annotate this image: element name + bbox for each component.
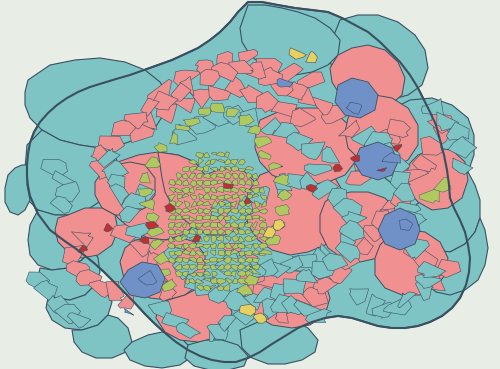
Polygon shape	[448, 136, 477, 158]
Polygon shape	[203, 173, 211, 179]
Polygon shape	[246, 172, 252, 179]
Polygon shape	[124, 308, 134, 315]
Polygon shape	[212, 152, 218, 155]
Polygon shape	[174, 250, 182, 256]
Polygon shape	[182, 173, 188, 179]
Polygon shape	[252, 173, 258, 179]
Polygon shape	[218, 208, 226, 214]
Polygon shape	[55, 208, 118, 258]
Polygon shape	[446, 122, 469, 140]
Polygon shape	[164, 204, 175, 212]
Polygon shape	[182, 271, 188, 277]
Polygon shape	[320, 192, 400, 262]
Polygon shape	[259, 243, 268, 249]
Polygon shape	[196, 258, 203, 263]
Polygon shape	[196, 243, 203, 248]
Polygon shape	[204, 235, 210, 242]
Polygon shape	[248, 186, 270, 205]
Polygon shape	[154, 142, 167, 152]
Polygon shape	[275, 204, 290, 216]
Polygon shape	[398, 292, 416, 308]
Polygon shape	[196, 279, 204, 284]
Polygon shape	[152, 91, 178, 110]
Polygon shape	[196, 285, 204, 291]
Polygon shape	[196, 60, 215, 75]
Polygon shape	[288, 299, 314, 315]
Polygon shape	[102, 160, 128, 181]
Polygon shape	[252, 259, 278, 277]
Polygon shape	[224, 263, 232, 270]
Polygon shape	[244, 257, 254, 263]
Polygon shape	[419, 187, 440, 203]
Polygon shape	[252, 283, 276, 303]
Polygon shape	[233, 309, 256, 325]
Polygon shape	[279, 63, 303, 82]
Polygon shape	[419, 266, 446, 282]
Polygon shape	[216, 195, 224, 200]
Polygon shape	[258, 308, 272, 324]
Polygon shape	[72, 232, 93, 247]
Polygon shape	[66, 261, 90, 279]
Polygon shape	[196, 236, 202, 242]
Polygon shape	[244, 197, 252, 204]
Polygon shape	[252, 187, 260, 194]
Polygon shape	[76, 270, 102, 286]
Polygon shape	[393, 144, 402, 152]
Polygon shape	[390, 190, 412, 212]
Polygon shape	[412, 154, 436, 172]
Polygon shape	[203, 285, 211, 291]
Polygon shape	[224, 183, 234, 189]
Polygon shape	[146, 221, 158, 229]
Polygon shape	[210, 167, 218, 172]
Polygon shape	[240, 318, 318, 364]
Polygon shape	[254, 201, 260, 207]
Polygon shape	[202, 244, 210, 249]
Polygon shape	[172, 97, 195, 113]
Polygon shape	[405, 172, 480, 255]
Polygon shape	[276, 305, 288, 323]
Polygon shape	[204, 278, 211, 282]
Polygon shape	[160, 279, 176, 292]
Polygon shape	[207, 324, 228, 341]
Polygon shape	[220, 166, 226, 172]
Polygon shape	[223, 215, 230, 221]
Polygon shape	[434, 127, 450, 144]
Polygon shape	[130, 241, 150, 257]
Polygon shape	[202, 201, 211, 206]
Polygon shape	[174, 188, 183, 193]
Polygon shape	[38, 248, 100, 300]
Polygon shape	[258, 249, 266, 256]
Polygon shape	[182, 208, 190, 213]
Polygon shape	[162, 313, 189, 328]
Polygon shape	[218, 243, 226, 249]
Polygon shape	[225, 251, 232, 256]
Polygon shape	[174, 244, 183, 248]
Polygon shape	[378, 98, 474, 195]
Polygon shape	[245, 200, 253, 207]
Polygon shape	[140, 172, 150, 183]
Polygon shape	[176, 322, 201, 338]
Polygon shape	[330, 45, 405, 108]
Polygon shape	[25, 130, 120, 215]
Polygon shape	[168, 208, 176, 214]
Polygon shape	[224, 284, 230, 291]
Polygon shape	[224, 222, 230, 228]
Polygon shape	[203, 108, 232, 127]
Polygon shape	[226, 210, 252, 227]
Polygon shape	[354, 156, 379, 172]
Polygon shape	[270, 294, 293, 313]
Polygon shape	[375, 230, 448, 295]
Polygon shape	[239, 173, 245, 179]
Polygon shape	[216, 173, 224, 178]
Polygon shape	[78, 245, 88, 252]
Polygon shape	[238, 257, 246, 263]
Polygon shape	[252, 235, 258, 241]
Polygon shape	[400, 169, 429, 182]
Polygon shape	[168, 229, 176, 235]
Polygon shape	[210, 180, 218, 186]
Polygon shape	[202, 259, 211, 263]
Polygon shape	[394, 202, 421, 217]
Polygon shape	[273, 175, 289, 186]
Polygon shape	[238, 180, 246, 186]
